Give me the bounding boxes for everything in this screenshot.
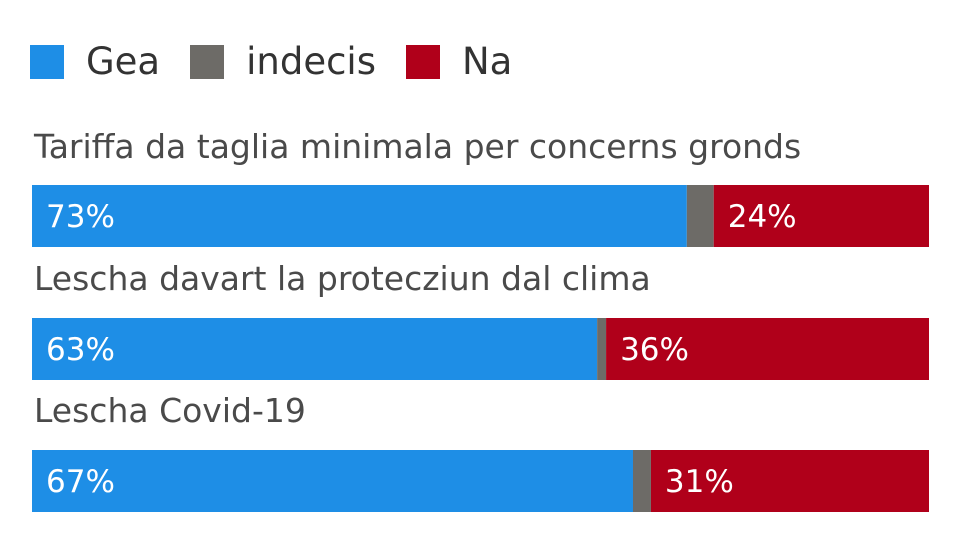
bar-segment-na xyxy=(650,450,929,512)
data-label-na: 24% xyxy=(728,199,797,235)
bar-segment-indecis xyxy=(686,185,714,247)
legend-item-gea: Gea xyxy=(30,38,160,86)
bar-segment-gea xyxy=(32,318,598,380)
category-label: Lescha davart la protecziun dal clima xyxy=(34,259,651,298)
bar-row: Lescha Covid-19 67% 31% xyxy=(32,391,929,512)
bar-segment-na xyxy=(606,318,929,380)
legend-swatch-indecis xyxy=(190,45,225,79)
category-label: Tariffa da taglia minimala per concerns … xyxy=(33,127,801,166)
category-label: Lescha Covid-19 xyxy=(34,391,306,430)
data-label-gea: 73% xyxy=(46,199,115,235)
bar-segment-gea xyxy=(32,185,687,247)
chart-legend: Gea indecis Na xyxy=(30,38,542,86)
bar-segment-gea xyxy=(32,450,633,512)
bar-segment-indecis xyxy=(597,318,607,380)
legend-swatch-na xyxy=(406,45,440,79)
legend-label-gea: Gea xyxy=(86,40,161,83)
bar-row: Tariffa da taglia minimala per concerns … xyxy=(32,127,929,247)
legend-label-na: Na xyxy=(462,40,513,83)
data-label-gea: 63% xyxy=(46,332,115,368)
legend-item-na: Na xyxy=(406,38,512,86)
legend-swatch-gea xyxy=(30,45,64,79)
bar-segment-na xyxy=(713,185,929,247)
legend-item-indecis: indecis xyxy=(190,38,376,86)
data-label-gea: 67% xyxy=(46,464,115,500)
legend-label-indecis: indecis xyxy=(246,40,376,83)
bar-segment-indecis xyxy=(632,450,651,512)
bar-row: Lescha davart la protecziun dal clima 63%… xyxy=(32,259,929,380)
data-label-na: 31% xyxy=(665,464,734,500)
data-label-na: 36% xyxy=(620,332,689,368)
